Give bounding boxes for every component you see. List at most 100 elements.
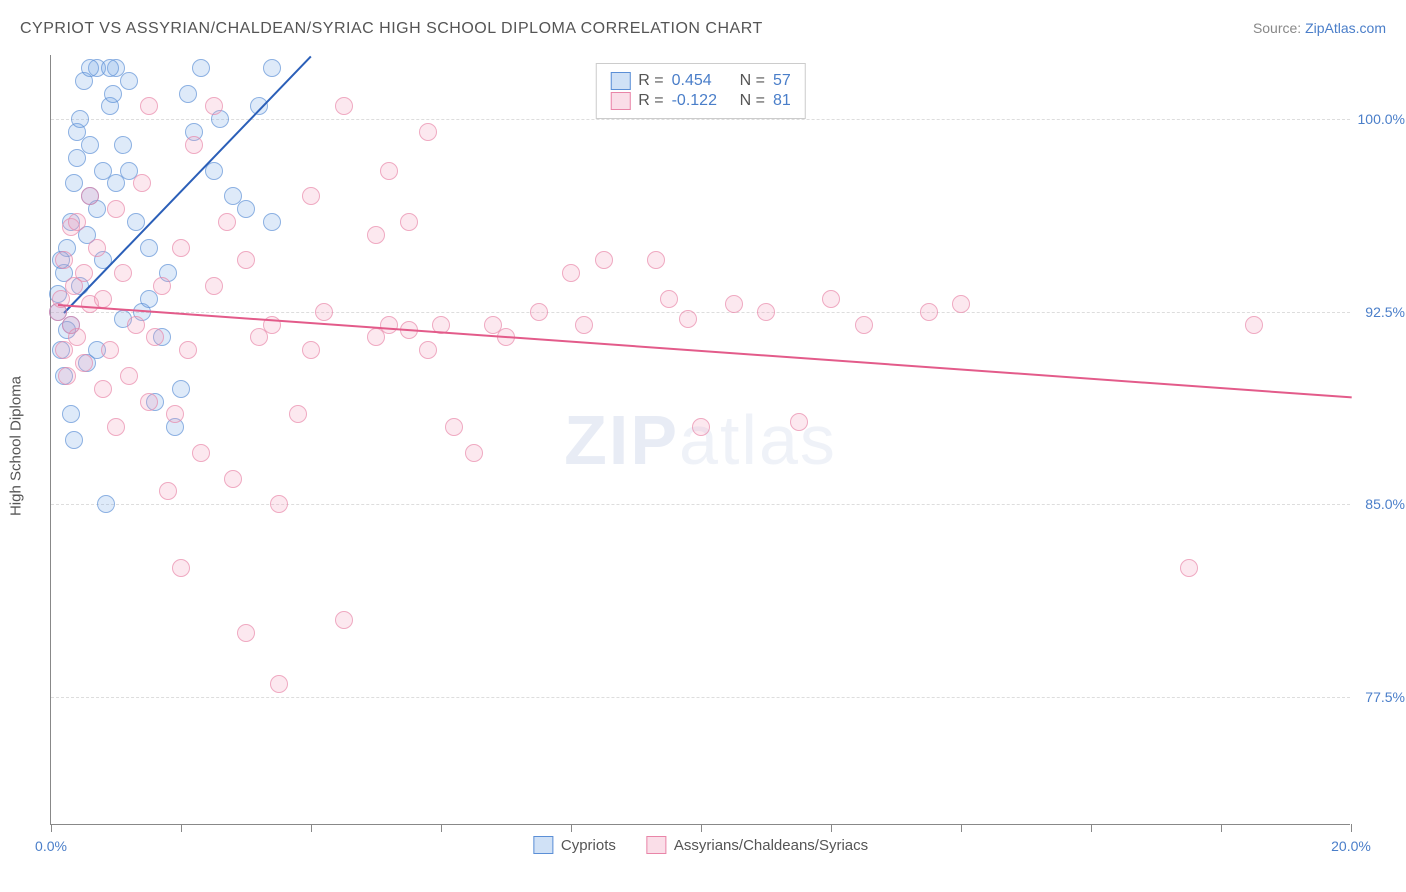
series-legend: CypriotsAssyrians/Chaldeans/Syriacs — [533, 836, 868, 854]
data-point — [166, 405, 184, 423]
gridline — [51, 504, 1350, 505]
data-point — [81, 136, 99, 154]
data-point — [952, 295, 970, 313]
gridline — [51, 697, 1350, 698]
data-point — [380, 316, 398, 334]
chart-title: CYPRIOT VS ASSYRIAN/CHALDEAN/SYRIAC HIGH… — [20, 20, 763, 38]
data-point — [224, 470, 242, 488]
data-point — [81, 59, 99, 77]
legend-swatch — [533, 836, 553, 854]
data-point — [75, 264, 93, 282]
data-point — [757, 303, 775, 321]
source-link[interactable]: ZipAtlas.com — [1305, 20, 1386, 36]
data-point — [263, 213, 281, 231]
data-point — [250, 97, 268, 115]
data-point — [400, 213, 418, 231]
x-tick — [1351, 824, 1352, 832]
data-point — [133, 174, 151, 192]
gridline — [51, 312, 1350, 313]
y-tick-label: 77.5% — [1365, 689, 1405, 705]
data-point — [192, 444, 210, 462]
data-point — [692, 418, 710, 436]
data-point — [302, 341, 320, 359]
data-point — [55, 251, 73, 269]
data-point — [335, 97, 353, 115]
data-point — [65, 174, 83, 192]
data-point — [575, 316, 593, 334]
x-tick — [311, 824, 312, 832]
data-point — [127, 316, 145, 334]
data-point — [205, 97, 223, 115]
data-point — [270, 675, 288, 693]
data-point — [237, 251, 255, 269]
legend-swatch — [610, 92, 630, 110]
data-point — [263, 59, 281, 77]
data-point — [790, 413, 808, 431]
data-point — [94, 290, 112, 308]
legend-correlation-row: R =0.454N =57 — [610, 72, 790, 90]
data-point — [237, 624, 255, 642]
data-point — [205, 277, 223, 295]
data-point — [302, 187, 320, 205]
data-point — [725, 295, 743, 313]
data-point — [62, 405, 80, 423]
trend-line — [57, 304, 1351, 398]
legend-correlation-row: R =-0.122N =81 — [610, 92, 790, 110]
data-point — [419, 341, 437, 359]
data-point — [101, 59, 119, 77]
data-point — [822, 290, 840, 308]
y-tick-label: 92.5% — [1365, 304, 1405, 320]
data-point — [367, 226, 385, 244]
data-point — [530, 303, 548, 321]
data-point — [855, 316, 873, 334]
data-point — [172, 239, 190, 257]
data-point — [120, 367, 138, 385]
correlation-legend: R =0.454N =57 R =-0.122N =81 — [595, 63, 805, 119]
x-tick — [1091, 824, 1092, 832]
data-point — [660, 290, 678, 308]
data-point — [380, 162, 398, 180]
data-point — [107, 418, 125, 436]
data-point — [237, 200, 255, 218]
y-tick-label: 85.0% — [1365, 496, 1405, 512]
data-point — [94, 380, 112, 398]
source-label: Source: ZipAtlas.com — [1253, 20, 1386, 36]
data-point — [647, 251, 665, 269]
data-point — [179, 85, 197, 103]
y-axis-label: High School Diploma — [8, 376, 25, 516]
data-point — [114, 264, 132, 282]
data-point — [179, 341, 197, 359]
x-tick — [441, 824, 442, 832]
data-point — [920, 303, 938, 321]
data-point — [140, 239, 158, 257]
data-point — [140, 97, 158, 115]
data-point — [68, 213, 86, 231]
data-point — [1180, 559, 1198, 577]
x-tick-label: 20.0% — [1331, 838, 1371, 854]
legend-series-item: Assyrians/Chaldeans/Syriacs — [646, 836, 868, 854]
legend-swatch — [646, 836, 666, 854]
data-point — [146, 328, 164, 346]
data-point — [679, 310, 697, 328]
x-tick — [1221, 824, 1222, 832]
data-point — [192, 59, 210, 77]
data-point — [419, 123, 437, 141]
chart-plot-area: ZIPatlas R =0.454N =57R =-0.122N =81 Cyp… — [50, 55, 1350, 825]
data-point — [335, 611, 353, 629]
data-point — [127, 213, 145, 231]
data-point — [562, 264, 580, 282]
data-point — [107, 200, 125, 218]
x-tick — [181, 824, 182, 832]
data-point — [172, 559, 190, 577]
data-point — [172, 380, 190, 398]
x-tick — [51, 824, 52, 832]
x-tick — [831, 824, 832, 832]
data-point — [65, 431, 83, 449]
watermark: ZIPatlas — [564, 400, 837, 480]
data-point — [101, 341, 119, 359]
data-point — [75, 354, 93, 372]
data-point — [270, 495, 288, 513]
data-point — [140, 393, 158, 411]
data-point — [120, 72, 138, 90]
x-tick-label: 0.0% — [35, 838, 67, 854]
